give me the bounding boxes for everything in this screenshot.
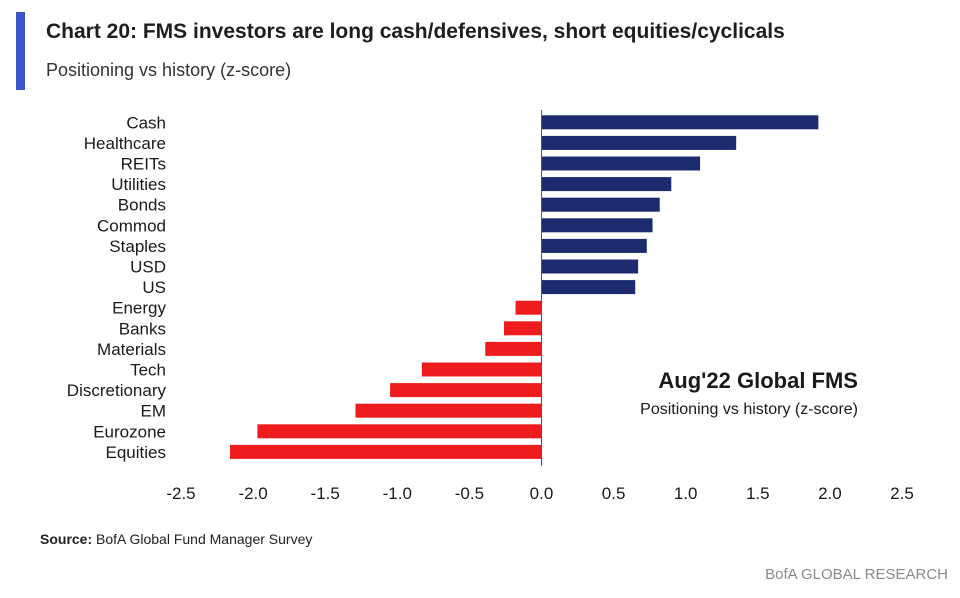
bar-usd [541,259,639,274]
bar-em [355,403,542,418]
category-label: EM [141,402,167,421]
category-label: Eurozone [93,422,166,441]
category-label: Commod [97,216,166,235]
x-tick-label: 0.5 [602,484,626,503]
x-tick-label: -1.0 [383,484,412,503]
category-label: Discretionary [67,381,167,400]
category-label: REITs [121,155,166,174]
category-label: Staples [109,237,166,256]
category-label: US [142,278,166,297]
category-label: Energy [112,299,166,318]
source-label: Source: [40,531,93,547]
source-note: Source: BofA Global Fund Manager Survey [40,531,312,547]
x-tick-label: 1.0 [674,484,698,503]
bar-utilities [541,177,672,192]
footer-brand: BofA GLOBAL RESEARCH [765,566,948,583]
bar-equities [230,444,542,459]
category-label: Banks [119,319,166,338]
bar-tech [421,362,542,377]
category-label: Equities [106,443,166,462]
bar-materials [485,341,542,356]
bar-staples [541,238,647,253]
x-tick-label: -0.5 [455,484,484,503]
chart-subtitle: Positioning vs history (z-score) [46,60,292,80]
bar-us [541,280,636,295]
category-label: Tech [130,361,166,380]
annotation-subtitle: Positioning vs history (z-score) [640,401,858,418]
bar-discretionary [390,383,542,398]
x-tick-label: 2.0 [818,484,842,503]
x-tick-label: -2.0 [238,484,267,503]
bar-commod [541,218,653,233]
category-label: Cash [126,113,166,132]
category-label: Bonds [118,196,166,215]
x-tick-label: -2.5 [166,484,195,503]
category-label: Healthcare [84,134,166,153]
annotation-title: Aug'22 Global FMS [658,368,858,393]
bar-reits [541,156,701,171]
bar-cash [541,115,819,130]
x-tick-label: -1.5 [311,484,340,503]
chart-title: Chart 20: FMS investors are long cash/de… [46,20,785,43]
bar-eurozone [257,424,542,439]
bar-bonds [541,197,660,212]
category-label: Materials [97,340,166,359]
title-accent-bar [16,12,25,90]
source-text: BofA Global Fund Manager Survey [92,531,313,547]
x-tick-label: 1.5 [746,484,770,503]
category-label: USD [130,258,166,277]
bar-energy [515,300,542,315]
bar-banks [504,321,542,336]
bar-healthcare [541,135,737,150]
x-tick-label: 0.0 [530,484,554,503]
x-tick-label: 2.5 [890,484,914,503]
category-label: Utilities [111,175,166,194]
